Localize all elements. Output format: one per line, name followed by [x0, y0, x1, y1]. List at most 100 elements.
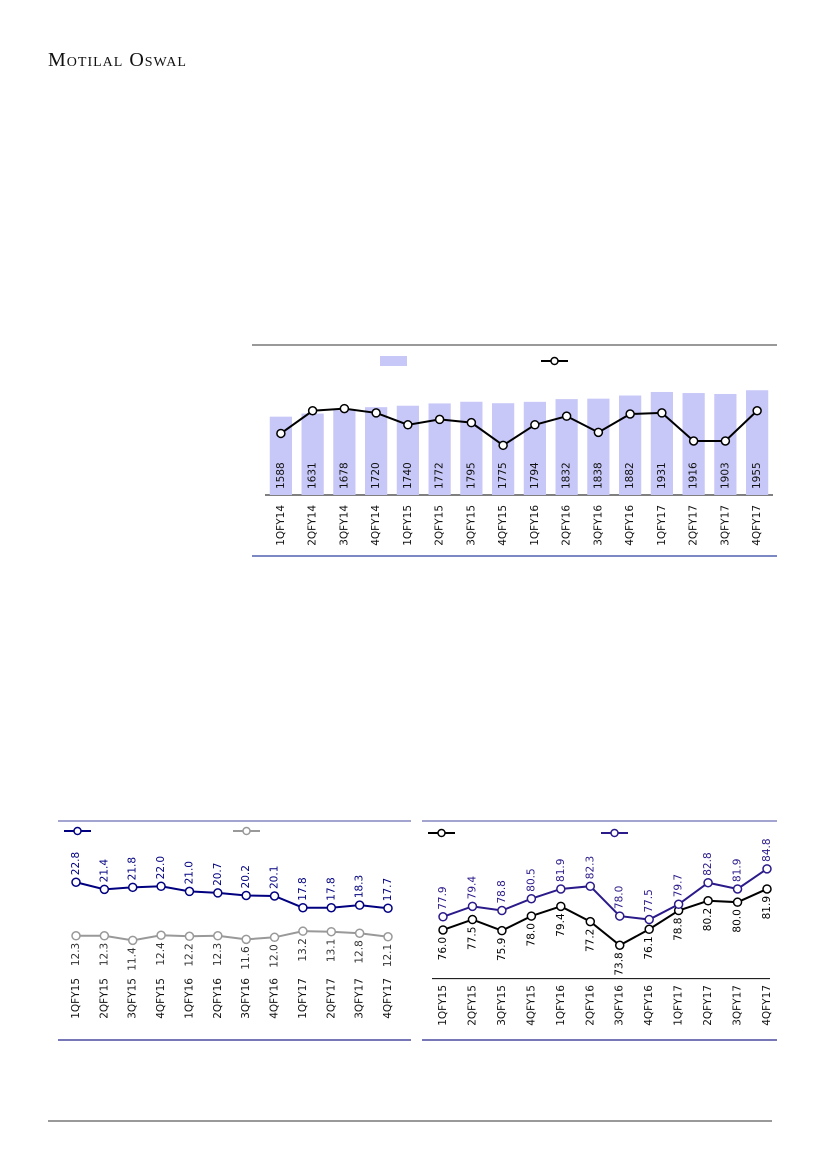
- point: [732, 897, 743, 907]
- point: [326, 926, 337, 937]
- legend-marker: [437, 828, 446, 838]
- data-label: 17.8: [325, 877, 337, 900]
- point: [71, 877, 81, 887]
- data-label: 17.7: [382, 878, 394, 901]
- point: [383, 932, 393, 942]
- data-label: 12.1: [382, 944, 394, 967]
- data-label: 12.8: [354, 940, 366, 963]
- line: [442, 888, 768, 947]
- point: [156, 930, 166, 941]
- data-label: 80.0: [732, 909, 744, 932]
- point: [127, 935, 138, 946]
- point: [720, 436, 731, 446]
- x-tick-label: 3QFY16: [614, 985, 626, 1026]
- line: [76, 930, 389, 942]
- line: [75, 881, 389, 910]
- x-tick-label: 4QFY16: [643, 985, 655, 1026]
- data-label: 77.5: [643, 889, 655, 912]
- point: [530, 420, 540, 430]
- x-tick-label: 2QFY15: [98, 978, 110, 1019]
- x-tick-label: 1QFY16: [529, 505, 541, 546]
- bar-label: 1631: [307, 462, 319, 489]
- point: [498, 440, 508, 451]
- point: [688, 436, 699, 446]
- x-tick-label: 4QFY15: [497, 505, 509, 546]
- point: [703, 877, 713, 888]
- x-tick-label: 2QFY16: [212, 978, 224, 1019]
- point: [269, 891, 280, 901]
- data-label: 77.5: [466, 927, 478, 950]
- point: [434, 414, 445, 425]
- legend-marker: [242, 826, 251, 836]
- bar-label: 1832: [561, 462, 573, 489]
- data-label: 81.9: [761, 896, 773, 919]
- bar: [365, 407, 388, 495]
- point: [298, 926, 308, 936]
- line: [442, 868, 768, 921]
- point: [354, 900, 365, 910]
- x-tick-label: 3QFY15: [465, 505, 477, 546]
- x-tick-label: 3QFY15: [127, 978, 139, 1019]
- point: [561, 411, 572, 421]
- point: [614, 940, 625, 951]
- bar: [333, 410, 356, 495]
- point: [467, 914, 478, 925]
- bar: [460, 401, 483, 495]
- bar: [587, 398, 610, 495]
- data-label: 84.8: [761, 838, 773, 861]
- point: [752, 406, 762, 416]
- line: [280, 407, 758, 447]
- bar-label: 1740: [402, 462, 414, 489]
- data-label: 22.0: [155, 856, 167, 879]
- point: [383, 903, 393, 913]
- point: [526, 893, 537, 904]
- point: [307, 406, 318, 416]
- x-tick-label: 3QFY16: [240, 978, 252, 1019]
- bar: [301, 413, 324, 495]
- point: [526, 911, 537, 921]
- x-tick-label: 3QFY17: [732, 985, 744, 1026]
- bar-label: 1882: [624, 462, 636, 489]
- point: [298, 902, 308, 913]
- x-tick-label: 2QFY15: [434, 505, 446, 546]
- data-label: 12.2: [183, 943, 195, 966]
- point: [585, 881, 596, 891]
- point: [585, 916, 596, 927]
- data-label: 11.6: [240, 946, 252, 970]
- x-tick-label: 2QFY16: [561, 505, 573, 546]
- data-label: 81.9: [732, 859, 744, 882]
- data-label: 80.2: [702, 908, 714, 931]
- x-tick-label: 4QFY15: [155, 978, 167, 1019]
- x-tick-label: 1QFY14: [275, 505, 287, 546]
- x-tick-label: 2QFY17: [688, 505, 700, 546]
- data-label: 78.8: [496, 880, 508, 903]
- legend-marker: [610, 828, 619, 838]
- point: [732, 884, 743, 894]
- point: [156, 881, 166, 892]
- bar-label: 1720: [370, 462, 382, 489]
- bar-label: 1794: [529, 462, 541, 489]
- x-tick-label: 1QFY15: [402, 505, 414, 546]
- data-label: 77.9: [437, 886, 449, 909]
- data-label: 78.0: [614, 886, 626, 909]
- bar-label: 1775: [497, 462, 509, 489]
- point: [466, 417, 477, 428]
- point: [241, 934, 251, 945]
- data-label: 13.1: [325, 939, 337, 962]
- x-tick-label: 1QFY15: [437, 985, 449, 1026]
- point: [657, 408, 667, 418]
- point: [556, 884, 566, 894]
- data-label: 22.8: [70, 852, 82, 875]
- bar: [555, 399, 578, 495]
- data-label: 82.3: [584, 856, 596, 879]
- legend-marker: [550, 356, 559, 366]
- bar-label: 1903: [719, 462, 731, 489]
- x-tick-label: 1QFY15: [70, 978, 82, 1019]
- bar-label: 1955: [751, 462, 763, 489]
- point: [644, 914, 654, 925]
- x-tick-label: 3QFY17: [719, 505, 731, 546]
- point: [467, 901, 478, 912]
- point: [371, 408, 381, 418]
- point: [703, 896, 713, 906]
